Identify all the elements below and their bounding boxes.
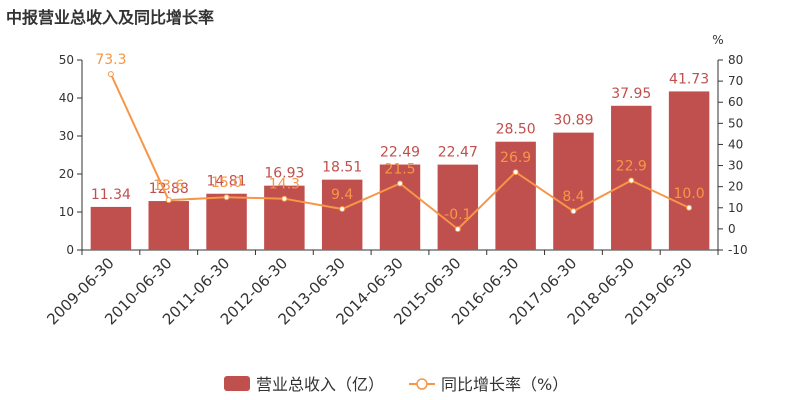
bar bbox=[495, 141, 536, 250]
line-point bbox=[165, 197, 172, 204]
legend-bar-label: 营业总收入（亿） bbox=[256, 375, 384, 394]
bar bbox=[264, 185, 305, 250]
bar-value-label: 18.51 bbox=[322, 160, 362, 176]
line-value-label: 10.0 bbox=[674, 186, 705, 202]
bar-value-label: 30.89 bbox=[553, 113, 593, 129]
line-point bbox=[339, 206, 346, 213]
bar bbox=[379, 164, 421, 250]
chart-title: 中报营业总收入及同比增长率 bbox=[6, 8, 215, 27]
y-right-tick-label: 60 bbox=[728, 95, 743, 109]
line-value-label: 13.6 bbox=[153, 178, 184, 194]
line-point bbox=[628, 177, 635, 184]
bar-value-label: 22.49 bbox=[380, 145, 420, 161]
line-value-label: 73.3 bbox=[95, 52, 126, 68]
line-point bbox=[397, 180, 403, 187]
line-value-label: 9.4 bbox=[331, 187, 353, 203]
line-point bbox=[570, 208, 577, 215]
y-right-tick-label: 30 bbox=[728, 159, 743, 173]
bar-value-label: 14.81 bbox=[206, 174, 246, 190]
bar bbox=[90, 206, 132, 250]
bar bbox=[668, 91, 710, 251]
y-right-unit: % bbox=[712, 33, 723, 47]
y-right-tick-label: 50 bbox=[728, 116, 743, 130]
bar-value-label: 22.47 bbox=[438, 145, 478, 161]
y-left-tick-label: 30 bbox=[59, 129, 74, 143]
line-value-label: 21.5 bbox=[384, 162, 415, 178]
bar-value-label: 28.50 bbox=[496, 122, 536, 138]
line-value-label: 22.9 bbox=[616, 159, 647, 175]
y-right-tick-label: 0 bbox=[728, 222, 736, 236]
y-left-tick-label: 40 bbox=[59, 91, 74, 105]
y-right-tick-label: 10 bbox=[728, 201, 743, 215]
line-value-label: 26.9 bbox=[500, 150, 531, 166]
y-right-tick-label: -10 bbox=[728, 243, 748, 257]
bar-value-label: 12.88 bbox=[149, 181, 189, 197]
y-left-tick-label: 20 bbox=[59, 167, 74, 181]
line-value-label: 8.4 bbox=[562, 189, 584, 205]
line-point bbox=[107, 71, 114, 78]
line-value-label: 14.3 bbox=[269, 177, 300, 193]
line-value-label: -0.1 bbox=[444, 207, 471, 223]
bar bbox=[437, 164, 479, 250]
line-value-label: 15.0 bbox=[211, 175, 242, 191]
bar-value-label: 11.34 bbox=[91, 187, 131, 203]
y-left-tick-label: 10 bbox=[59, 205, 74, 219]
y-left-tick-label: 50 bbox=[59, 53, 74, 67]
legend-line-marker bbox=[416, 378, 428, 390]
line-point bbox=[686, 204, 693, 211]
y-right-tick-label: 80 bbox=[728, 53, 743, 67]
bar bbox=[321, 179, 363, 250]
bar bbox=[553, 132, 594, 250]
bar-value-label: 41.73 bbox=[669, 71, 709, 87]
y-right-tick-label: 70 bbox=[728, 74, 743, 88]
bar bbox=[148, 201, 189, 250]
line-point bbox=[454, 226, 461, 233]
bar-value-label: 16.93 bbox=[264, 166, 304, 182]
bar-value-label: 37.95 bbox=[611, 86, 651, 102]
y-right-tick-label: 20 bbox=[728, 180, 743, 194]
bar bbox=[206, 193, 247, 250]
legend-bar-swatch bbox=[224, 376, 250, 391]
legend-line-label: 同比增长率（%） bbox=[441, 375, 568, 394]
y-left-tick-label: 0 bbox=[66, 243, 74, 257]
line-point bbox=[512, 169, 519, 176]
line-point bbox=[281, 195, 288, 202]
line-point bbox=[223, 194, 230, 201]
y-right-tick-label: 40 bbox=[728, 137, 743, 151]
